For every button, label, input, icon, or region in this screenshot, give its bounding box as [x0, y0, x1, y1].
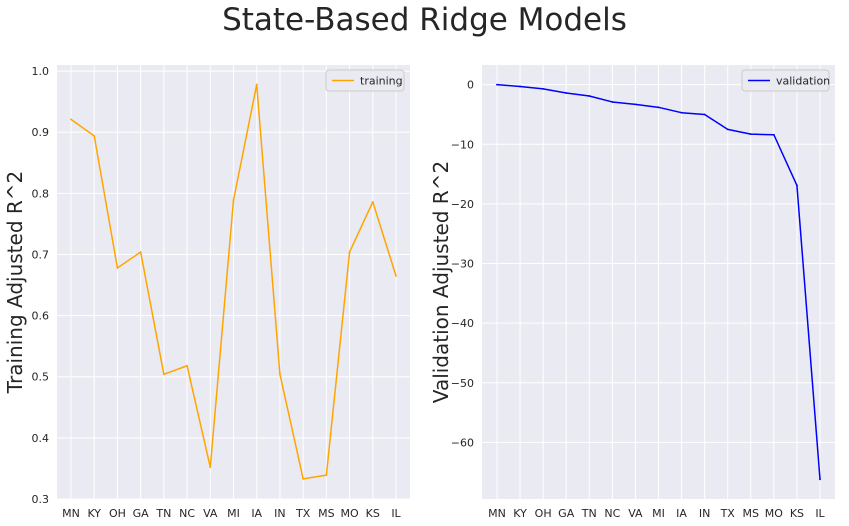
- x-tick-label: KY: [87, 507, 101, 520]
- x-tick-label: KY: [513, 507, 527, 520]
- legend: training: [325, 69, 405, 92]
- data-point: [657, 106, 660, 109]
- data-point: [325, 474, 328, 477]
- data-point: [348, 251, 351, 253]
- y-tick-label: 1.0: [32, 65, 50, 78]
- data-point: [542, 87, 545, 90]
- x-tick-label: MS: [318, 507, 334, 520]
- legend-box: [325, 69, 405, 92]
- x-tick-label: IL: [391, 507, 401, 520]
- data-point: [680, 111, 683, 114]
- data-point: [279, 373, 281, 376]
- data-point: [611, 101, 614, 103]
- y-tick-label: 0.9: [32, 126, 50, 139]
- x-tick-label: OH: [109, 507, 126, 520]
- x-tick-label: NC: [604, 507, 620, 520]
- data-point: [255, 83, 258, 86]
- y-tick-label: 0.7: [32, 248, 50, 261]
- y-tick-label: 0.8: [32, 187, 50, 200]
- y-tick-label: −10: [451, 138, 474, 151]
- x-tick-label: GA: [558, 507, 575, 520]
- x-tick-label: VA: [628, 507, 643, 520]
- x-tick-label: IN: [699, 507, 710, 520]
- data-point: [70, 118, 72, 121]
- data-point: [209, 466, 212, 469]
- data-point: [726, 128, 729, 131]
- data-point: [162, 373, 165, 376]
- x-tick-label: OH: [535, 507, 552, 520]
- x-tick-label: TN: [155, 507, 171, 520]
- x-tick-label: IA: [676, 507, 687, 520]
- x-tick-label: TX: [720, 507, 736, 520]
- y-tick-label: 0.4: [32, 432, 50, 445]
- data-point: [232, 199, 235, 201]
- x-tick-label: NC: [179, 507, 195, 520]
- x-tick-label: MO: [765, 507, 783, 520]
- legend-label: training: [360, 75, 403, 88]
- x-tick-label: MI: [652, 507, 665, 520]
- data-point: [496, 83, 498, 86]
- data-point: [371, 201, 374, 203]
- y-tick-label: −30: [451, 258, 474, 271]
- y-axis-label: Validation Adjusted R^2: [429, 161, 453, 403]
- data-point: [819, 478, 821, 481]
- y-tick-label: 0.5: [32, 371, 50, 384]
- x-tick-label: IA: [251, 507, 262, 520]
- y-tick-label: −40: [451, 317, 474, 330]
- x-tick-label: MN: [62, 507, 80, 520]
- y-tick-label: −20: [451, 198, 474, 211]
- legend: validation: [741, 69, 830, 92]
- x-tick-label: IL: [815, 507, 825, 520]
- y-tick-label: −50: [451, 377, 474, 390]
- data-point: [749, 133, 752, 136]
- x-tick-label: TX: [295, 507, 311, 520]
- data-point: [634, 103, 637, 106]
- y-tick-label: 0.6: [32, 310, 50, 323]
- data-point: [519, 85, 521, 88]
- data-point: [139, 251, 142, 253]
- y-axis-label: Training Adjusted R^2: [3, 171, 27, 395]
- legend-label: validation: [776, 75, 830, 88]
- x-tick-label: MS: [743, 507, 759, 520]
- x-tick-label: MI: [227, 507, 240, 520]
- data-point: [565, 92, 568, 94]
- y-tick-label: 0: [467, 79, 474, 92]
- data-point: [302, 477, 305, 480]
- data-point: [703, 113, 706, 116]
- y-tick-label: 0.3: [32, 493, 50, 506]
- data-point: [772, 133, 775, 136]
- x-tick-label: MN: [488, 507, 506, 520]
- data-point: [395, 274, 397, 277]
- data-point: [796, 184, 798, 187]
- data-point: [93, 135, 96, 137]
- training-panel: 0.3 0.4 0.5 0.6 0.7 0.8 0.9 1.0 MN KY OH GA TN NC VA MI…: [3, 65, 410, 520]
- legend-box: [741, 69, 830, 92]
- validation-panel: 0 −10 −20 −30 −40 −50 −60 MN KY OH GA TN NC VA MI IA IN T…: [429, 65, 835, 520]
- data-point: [116, 267, 119, 269]
- y-tick-label: −60: [451, 436, 474, 449]
- x-tick-label: IN: [274, 507, 285, 520]
- x-tick-label: GA: [133, 507, 150, 520]
- x-tick-label: KS: [366, 507, 380, 520]
- x-tick-label: VA: [203, 507, 218, 520]
- data-point: [186, 364, 188, 367]
- x-tick-label: TN: [581, 507, 597, 520]
- x-tick-label: KS: [790, 507, 804, 520]
- data-point: [588, 95, 591, 97]
- x-tick-label: MO: [340, 507, 358, 520]
- figure-title: State-Based Ridge Models: [222, 2, 627, 38]
